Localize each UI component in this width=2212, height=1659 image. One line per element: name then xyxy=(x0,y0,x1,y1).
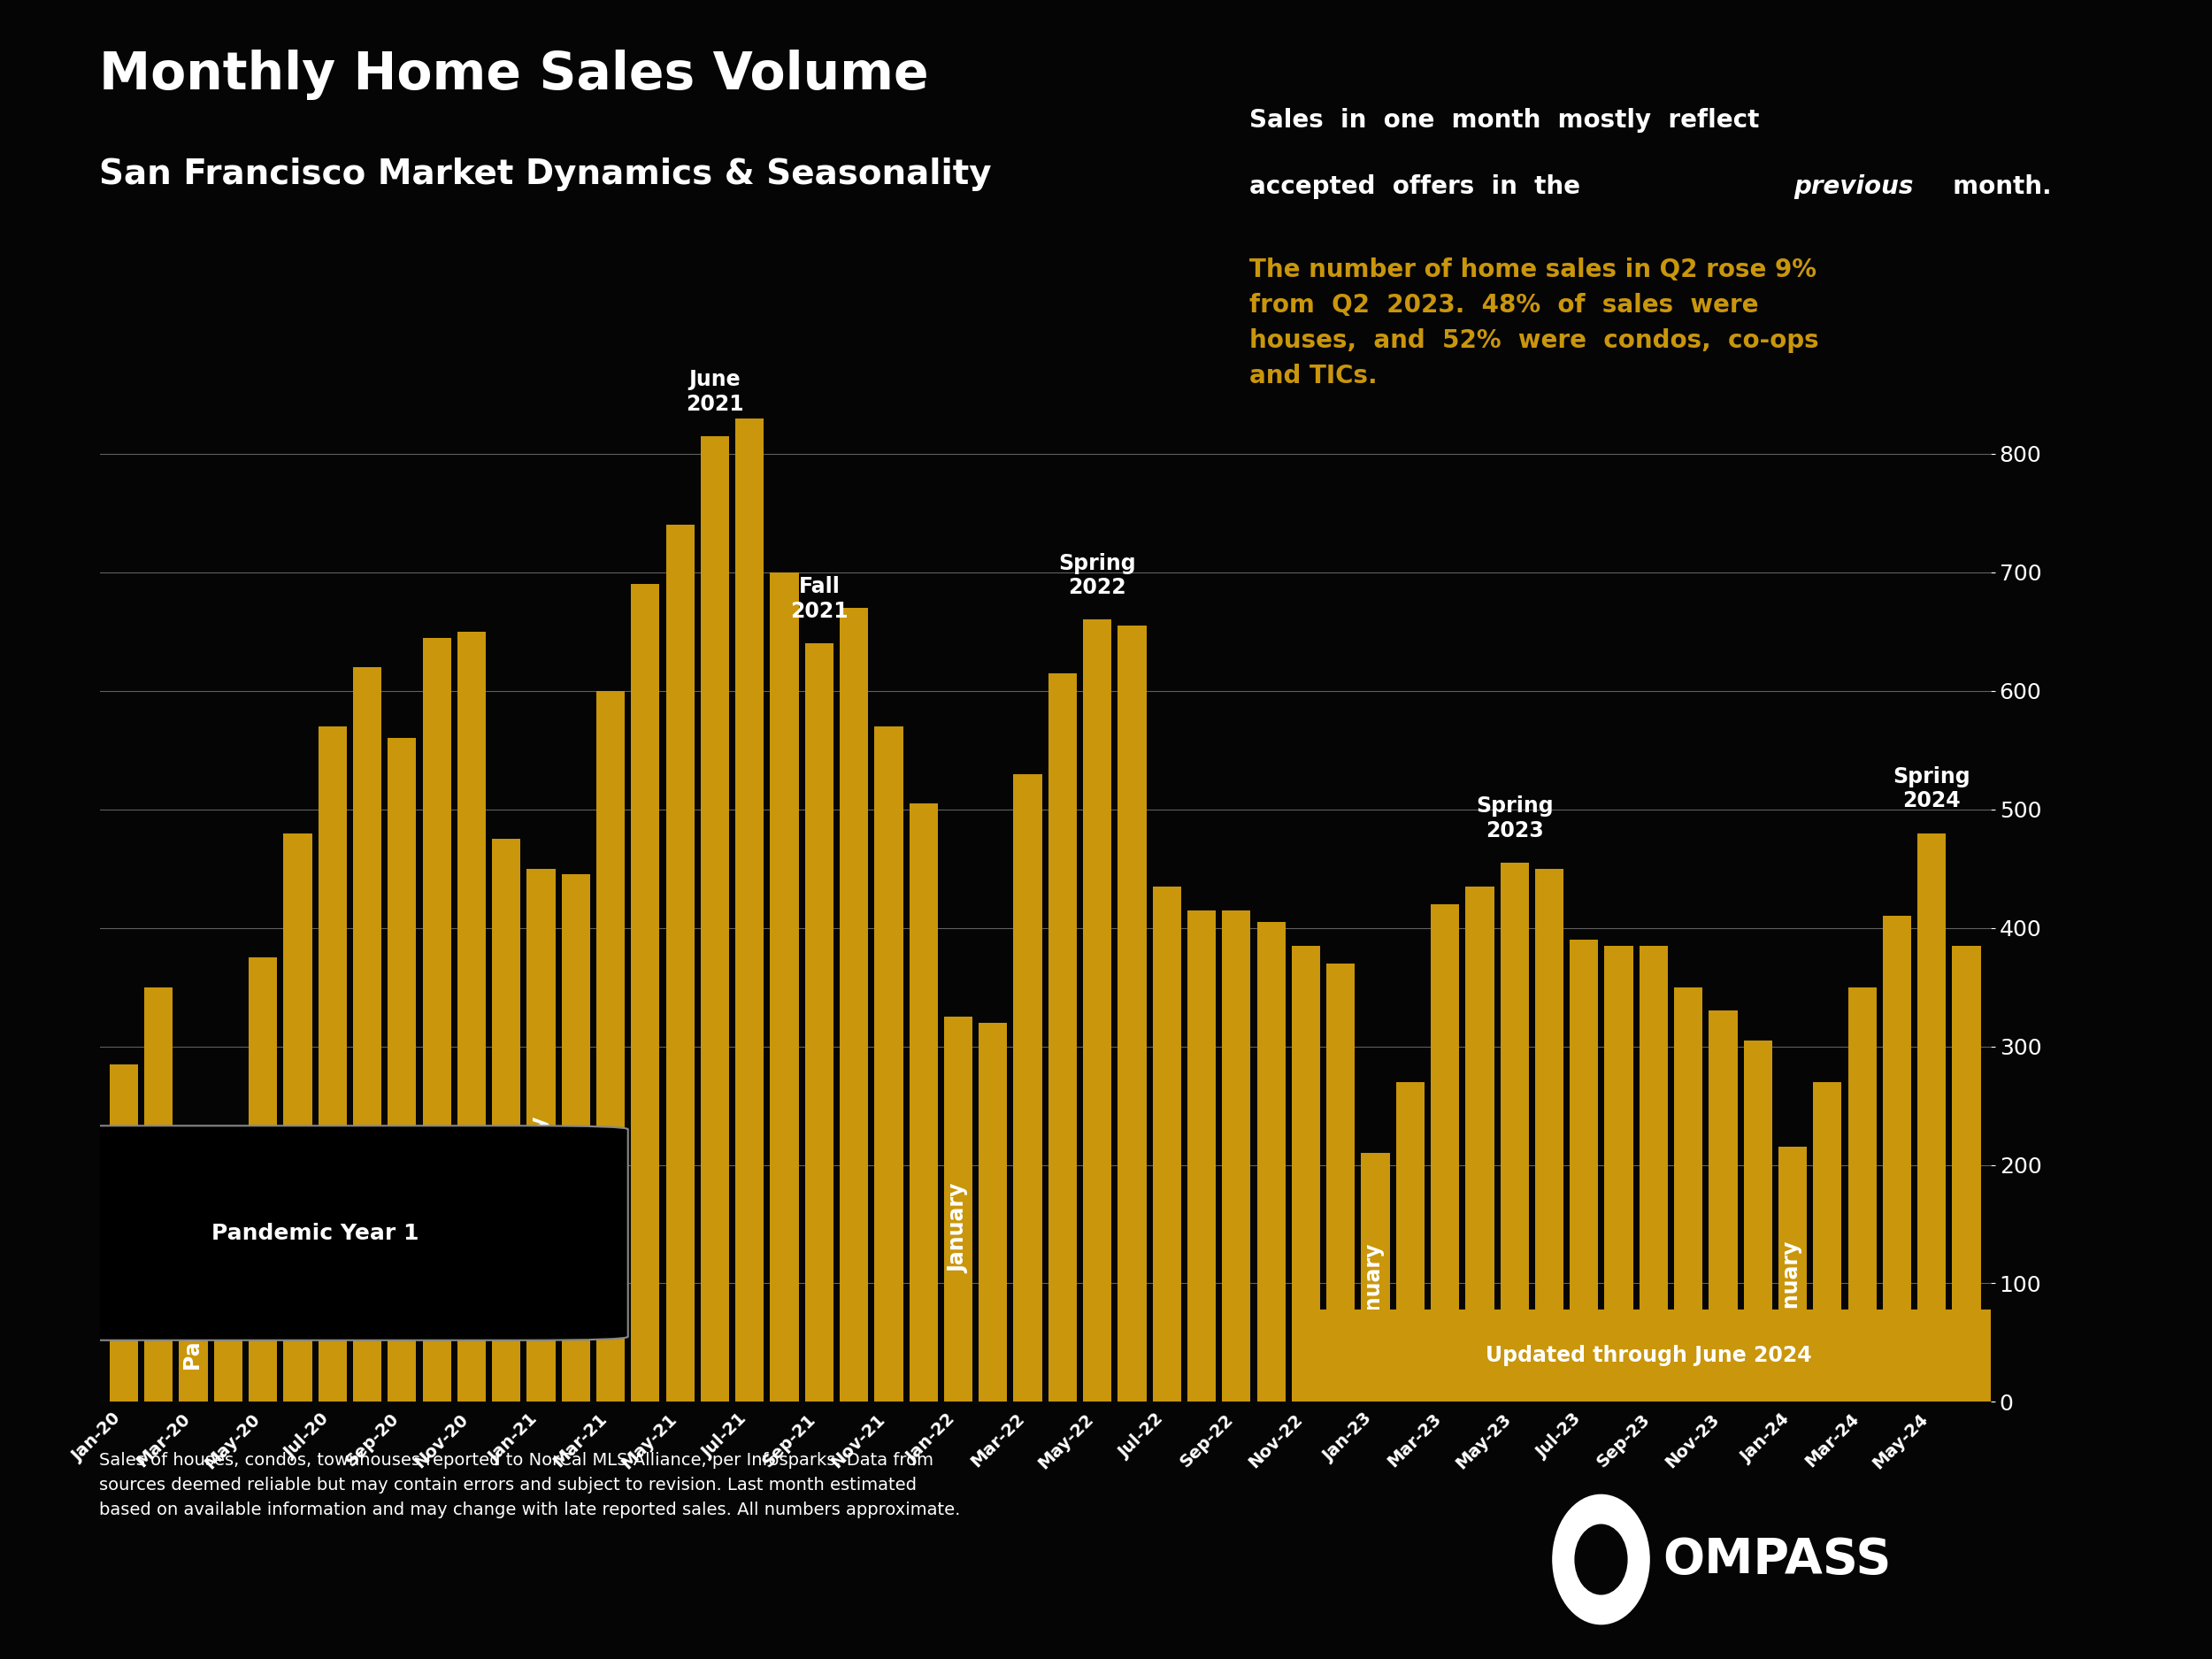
Bar xyxy=(1048,674,1077,1402)
Bar xyxy=(1431,904,1460,1402)
Bar xyxy=(1743,1040,1772,1402)
Bar xyxy=(1360,1153,1389,1402)
Bar xyxy=(491,839,520,1402)
Bar xyxy=(874,727,902,1402)
Text: Spring
2022: Spring 2022 xyxy=(1060,552,1137,599)
Bar xyxy=(909,803,938,1402)
Text: Spring
2023: Spring 2023 xyxy=(1475,796,1553,841)
Bar xyxy=(597,690,624,1402)
Bar xyxy=(1918,833,1947,1402)
Bar xyxy=(1535,869,1564,1402)
Bar xyxy=(666,524,695,1402)
Bar xyxy=(701,436,730,1402)
Bar xyxy=(1256,922,1285,1402)
Bar xyxy=(630,584,659,1402)
Bar xyxy=(1327,964,1356,1402)
Text: Spring
2024: Spring 2024 xyxy=(1893,766,1971,811)
Text: The number of home sales in Q2 rose 9%
from  Q2  2023.  48%  of  sales  were
hou: The number of home sales in Q2 rose 9% f… xyxy=(1250,257,1818,388)
Bar xyxy=(1188,911,1217,1402)
Bar xyxy=(1292,946,1321,1402)
Bar xyxy=(1710,1010,1736,1402)
FancyBboxPatch shape xyxy=(1305,1309,1991,1402)
Bar xyxy=(1882,916,1911,1402)
Bar xyxy=(1674,987,1703,1402)
Text: Monthly Home Sales Volume: Monthly Home Sales Volume xyxy=(100,50,929,100)
Text: Fall
2021: Fall 2021 xyxy=(790,576,847,622)
Text: OMPASS: OMPASS xyxy=(1663,1536,1891,1583)
Bar xyxy=(1500,863,1528,1402)
Bar xyxy=(1953,946,1980,1402)
Text: month.: month. xyxy=(1936,174,2051,199)
Text: Updated through June 2024: Updated through June 2024 xyxy=(1484,1345,1812,1367)
Text: Pandemic Year 1: Pandemic Year 1 xyxy=(212,1223,418,1244)
Bar xyxy=(319,727,347,1402)
Bar xyxy=(248,957,276,1402)
Text: accepted  offers  in  the: accepted offers in the xyxy=(1250,174,1597,199)
Bar xyxy=(841,607,869,1402)
Bar xyxy=(1814,1082,1843,1402)
Bar xyxy=(1117,625,1146,1402)
Bar xyxy=(1847,987,1876,1402)
Bar xyxy=(805,644,834,1402)
Bar xyxy=(734,418,763,1402)
Bar xyxy=(387,738,416,1402)
Bar xyxy=(458,632,487,1402)
Bar xyxy=(526,869,555,1402)
Bar xyxy=(422,637,451,1402)
Text: Sales of houses, condos, townhouses reported to NorCal MLS Alliance, per Infospa: Sales of houses, condos, townhouses repo… xyxy=(100,1452,960,1518)
Bar xyxy=(354,667,380,1402)
Text: January: January xyxy=(947,1185,969,1274)
Text: Sales  in  one  month  mostly  reflect: Sales in one month mostly reflect xyxy=(1250,108,1761,133)
Bar xyxy=(1152,886,1181,1402)
Text: January: January xyxy=(113,1204,135,1294)
Text: January: January xyxy=(1783,1243,1803,1332)
Text: Pandemic hits: Pandemic hits xyxy=(184,1204,204,1370)
Text: January: January xyxy=(1365,1244,1387,1335)
Bar xyxy=(111,1063,137,1402)
Bar xyxy=(179,1146,208,1402)
Bar xyxy=(1467,886,1493,1402)
Bar xyxy=(1013,773,1042,1402)
Bar xyxy=(1778,1146,1807,1402)
Bar xyxy=(283,833,312,1402)
Text: January: January xyxy=(531,1117,551,1206)
Text: San Francisco Market Dynamics & Seasonality: San Francisco Market Dynamics & Seasonal… xyxy=(100,158,991,191)
Text: June
2021: June 2021 xyxy=(686,368,743,415)
Bar xyxy=(1604,946,1632,1402)
Bar xyxy=(1084,620,1113,1402)
Bar xyxy=(562,874,591,1402)
Bar xyxy=(978,1022,1006,1402)
Bar xyxy=(144,987,173,1402)
Bar xyxy=(1221,911,1250,1402)
Bar xyxy=(215,1130,243,1402)
Circle shape xyxy=(1575,1525,1628,1594)
Bar xyxy=(1571,939,1599,1402)
Text: previous: previous xyxy=(1794,174,1913,199)
Bar xyxy=(1639,946,1668,1402)
Bar xyxy=(1396,1082,1425,1402)
Bar xyxy=(945,1017,973,1402)
FancyBboxPatch shape xyxy=(2,1126,628,1340)
Bar xyxy=(770,572,799,1402)
Circle shape xyxy=(1553,1495,1650,1624)
